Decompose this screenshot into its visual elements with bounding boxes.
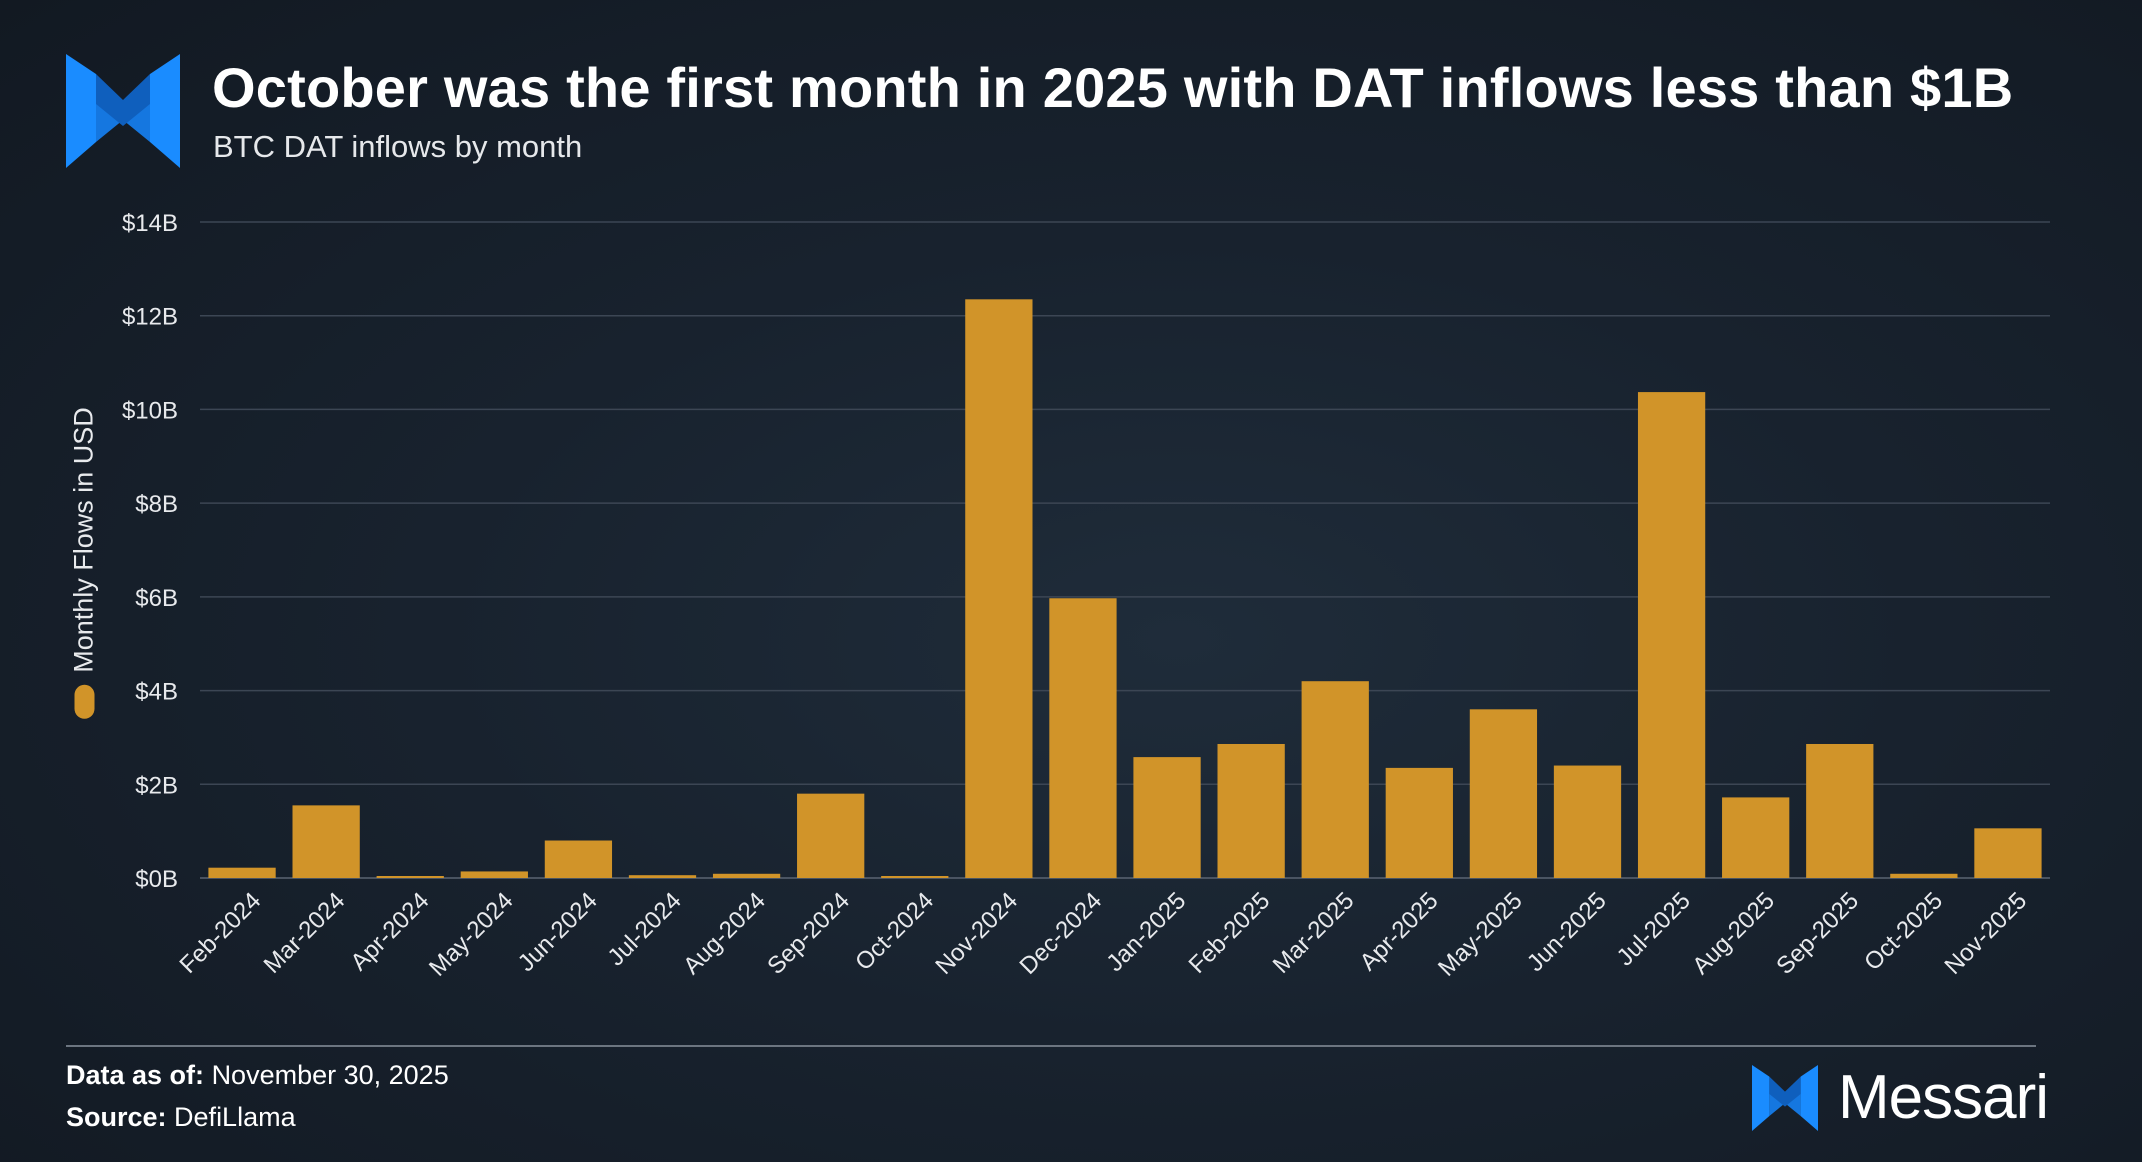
x-tick-label: Jun-2024 [513, 887, 603, 977]
brand-mark: Messari [1752, 1062, 2049, 1133]
x-tick-label: Jan-2025 [1101, 887, 1191, 977]
x-tick-label: Nov-2024 [930, 887, 1023, 980]
bar-apr-2024 [376, 876, 444, 878]
x-tick-label: Oct-2024 [850, 887, 939, 976]
y-tick-label: $6B [135, 585, 178, 612]
x-tick-label: Sep-2025 [1771, 887, 1864, 980]
messari-logo-icon [1752, 1064, 1818, 1131]
bar-feb-2025 [1217, 743, 1285, 878]
source-value: DefiLlama [174, 1102, 296, 1132]
y-tick-label: $8B [135, 491, 178, 518]
bar-nov-2025 [1974, 828, 2042, 878]
y-tick-labels: $0B $2B $4B $6B $8B $10B $12B $14B [122, 210, 178, 893]
data-as-of-label: Data as of: [66, 1060, 205, 1090]
x-tick-label: Feb-2025 [1184, 887, 1276, 979]
bars [208, 299, 2042, 878]
bar-feb-2024 [208, 867, 276, 878]
x-tick-label: Jul-2025 [1612, 887, 1696, 971]
y-tick-label: $4B [135, 679, 178, 706]
x-tick-label: Nov-2025 [1940, 887, 2033, 980]
y-tick-label: $14B [122, 210, 178, 237]
bar-may-2025 [1469, 709, 1538, 878]
y-tick-label: $12B [122, 304, 178, 331]
bar-apr-2025 [1385, 767, 1453, 878]
bar-jun-2024 [544, 840, 613, 878]
x-tick-label: Jul-2024 [603, 887, 687, 971]
x-tick-label: Jun-2025 [1522, 887, 1612, 977]
bar-jul-2024 [628, 875, 697, 878]
source-label: Source: [66, 1102, 167, 1132]
x-tick-labels: Feb-2024Mar-2024Apr-2024May-2024Jun-2024… [175, 887, 2033, 982]
bar-may-2024 [460, 871, 528, 878]
source: Source: DefiLlama [66, 1102, 296, 1133]
bar-sep-2025 [1806, 743, 1874, 878]
footer-divider [66, 1045, 2036, 1047]
y-tick-label: $2B [135, 772, 178, 799]
bar-aug-2025 [1722, 797, 1790, 878]
x-tick-label: Aug-2024 [678, 887, 771, 980]
x-tick-label: Mar-2025 [1268, 887, 1360, 979]
x-tick-label: Sep-2024 [762, 887, 855, 980]
bar-oct-2024 [881, 876, 949, 878]
x-tick-label: May-2024 [424, 887, 519, 982]
data-as-of-value: November 30, 2025 [211, 1060, 449, 1090]
x-tick-label: Oct-2025 [1859, 887, 1948, 976]
bar-dec-2024 [1049, 598, 1117, 878]
x-tick-label: Apr-2025 [1355, 887, 1444, 976]
x-tick-label: Dec-2024 [1015, 887, 1108, 980]
bar-oct-2025 [1890, 873, 1958, 878]
bar-mar-2025 [1301, 681, 1369, 878]
y-tick-label: $0B [135, 866, 178, 893]
messari-logo-icon [66, 54, 180, 168]
chart-title: October was the first month in 2025 with… [212, 56, 2014, 119]
brand-name: Messari [1838, 1063, 2049, 1132]
bar-aug-2024 [712, 873, 781, 878]
x-tick-label: Feb-2024 [175, 887, 267, 979]
bar-sep-2024 [797, 793, 865, 878]
x-tick-label: Aug-2025 [1687, 887, 1780, 980]
grid-lines [200, 221, 2050, 879]
x-tick-label: Mar-2024 [259, 887, 351, 979]
x-tick-label: May-2025 [1433, 887, 1528, 982]
data-as-of: Data as of: November 30, 2025 [66, 1060, 449, 1091]
y-tick-label: $10B [122, 397, 178, 424]
bar-chart: $0B$2B$4B$6B$8B$10B$12B$14B Feb-2024Mar-… [122, 210, 2050, 982]
bar-jul-2025 [1637, 392, 1706, 878]
bar-jan-2025 [1133, 757, 1201, 878]
bar-jun-2025 [1553, 765, 1622, 878]
bar-nov-2024 [965, 299, 1033, 878]
chart-subtitle: BTC DAT inflows by month [213, 129, 583, 164]
x-tick-label: Apr-2024 [346, 887, 435, 976]
bar-mar-2024 [292, 805, 360, 878]
